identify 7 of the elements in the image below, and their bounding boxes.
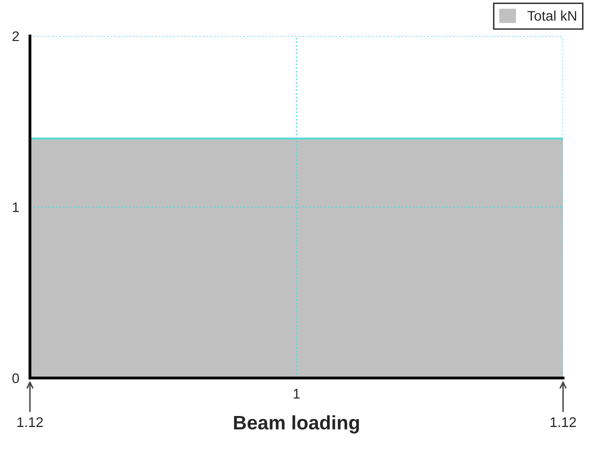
x-axis-title: Beam loading [234,415,359,434]
y-tick-label: 1 [12,202,19,212]
annotation: 1.12 [550,417,576,427]
y-tick-label: 0 [12,373,19,384]
y-tick-label: 2 [12,31,19,42]
legend-label: Total kN [527,10,576,21]
annotation: 1.12 [17,417,43,427]
